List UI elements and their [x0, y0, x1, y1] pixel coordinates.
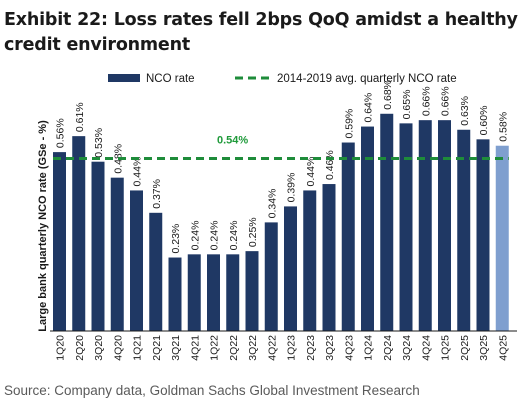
bar-2Q23 — [303, 190, 317, 331]
average-line-group: 0.54% — [53, 135, 509, 160]
data-label-1Q20: 0.56% — [55, 118, 67, 148]
bar-1Q20 — [53, 152, 66, 331]
data-label-1Q21: 0.44% — [132, 157, 144, 187]
x-tick-labels: 1Q20 2Q20 3Q20 4Q20 1Q21 2Q21 3Q21 4Q21 1Q22 2Q22… — [55, 335, 510, 361]
bar-3Q20 — [91, 161, 105, 331]
data-label-3Q20: 0.53% — [93, 128, 105, 158]
bars-group: 0.56%0.61%0.53%0.48%0.44%0.37%0.23%0.24%… — [53, 80, 509, 332]
x-tick-2Q25: 2Q25 — [459, 335, 471, 361]
x-tick-4Q21: 4Q21 — [189, 335, 201, 361]
data-label-3Q24: 0.65% — [401, 90, 413, 120]
bar-4Q25 — [495, 145, 509, 331]
data-label-2Q25: 0.63% — [459, 96, 471, 126]
data-label-2Q22: 0.24% — [228, 221, 240, 251]
bar-1Q22 — [207, 254, 220, 331]
data-label-2Q23: 0.44% — [305, 157, 317, 187]
data-label-4Q24: 0.66% — [420, 86, 432, 116]
x-tick-4Q23: 4Q23 — [343, 335, 355, 361]
x-tick-3Q24: 3Q24 — [401, 335, 413, 361]
data-label-1Q24: 0.64% — [363, 93, 375, 123]
data-label-1Q25: 0.66% — [440, 86, 452, 116]
x-tick-3Q20: 3Q20 — [93, 335, 105, 361]
data-label-1Q23: 0.39% — [286, 173, 298, 203]
x-tick-1Q23: 1Q23 — [286, 335, 298, 361]
bar-2Q21 — [149, 212, 163, 331]
bar-4Q24 — [418, 120, 432, 332]
x-tick-2Q24: 2Q24 — [382, 335, 394, 361]
x-tick-1Q25: 1Q25 — [440, 335, 452, 361]
data-label-4Q23: 0.59% — [343, 109, 355, 139]
x-tick-4Q20: 4Q20 — [112, 335, 124, 361]
source-note: Source: Company data, Goldman Sachs Glob… — [4, 383, 420, 398]
bar-3Q24 — [399, 123, 413, 331]
bar-3Q23 — [322, 184, 336, 331]
bar-3Q21 — [168, 257, 182, 331]
bar-4Q21 — [187, 254, 201, 331]
data-label-2Q20: 0.61% — [74, 102, 86, 132]
bar-1Q24 — [361, 126, 374, 331]
data-label-2Q24: 0.68% — [382, 80, 394, 110]
data-label-4Q25: 0.58% — [497, 112, 509, 142]
bar-2Q25 — [457, 129, 471, 331]
x-tick-1Q22: 1Q22 — [209, 335, 221, 361]
bar-4Q22 — [264, 222, 278, 331]
x-tick-3Q23: 3Q23 — [324, 335, 336, 361]
x-tick-1Q24: 1Q24 — [363, 335, 375, 361]
legend-label-nco-rate: NCO rate — [146, 73, 195, 85]
data-label-4Q21: 0.24% — [189, 221, 201, 251]
x-tick-4Q22: 4Q22 — [266, 335, 278, 361]
bar-1Q21 — [130, 190, 143, 331]
data-label-3Q23: 0.46% — [324, 150, 336, 180]
bar-4Q23 — [341, 142, 355, 331]
x-tick-2Q20: 2Q20 — [74, 335, 86, 361]
bar-2Q24 — [380, 113, 394, 332]
chart-title: Exhibit 22: Loss rates fell 2bps QoQ ami… — [4, 10, 518, 55]
x-tick-2Q21: 2Q21 — [151, 335, 163, 361]
data-label-4Q22: 0.34% — [266, 189, 278, 219]
x-tick-3Q22: 3Q22 — [247, 335, 259, 361]
x-tick-3Q25: 3Q25 — [478, 335, 490, 361]
x-tick-3Q21: 3Q21 — [170, 335, 182, 361]
legend: NCO rate 2014-2019 avg. quarterly NCO ra… — [108, 73, 457, 85]
data-label-2Q21: 0.37% — [151, 179, 163, 209]
bar-3Q25 — [476, 139, 490, 331]
x-tick-2Q23: 2Q23 — [305, 335, 317, 361]
nco-rate-bar-chart: NCO rate 2014-2019 avg. quarterly NCO ra… — [37, 73, 517, 361]
bar-3Q22 — [245, 251, 259, 331]
bar-1Q23 — [284, 206, 297, 331]
data-label-3Q21: 0.23% — [170, 224, 182, 254]
bar-4Q20 — [110, 177, 124, 331]
legend-swatch-nco-rate — [108, 74, 140, 82]
data-label-1Q22: 0.24% — [209, 221, 221, 251]
data-label-3Q25: 0.60% — [478, 106, 490, 136]
y-axis-label: Large bank quarterly NCO rate (GSe - %) — [37, 120, 49, 332]
x-tick-1Q20: 1Q20 — [55, 335, 67, 361]
bar-2Q20 — [72, 136, 86, 331]
x-tick-1Q21: 1Q21 — [132, 335, 144, 361]
data-label-3Q22: 0.25% — [247, 217, 259, 247]
legend-label-avg-line: 2014-2019 avg. quarterly NCO rate — [277, 73, 457, 85]
bar-1Q25 — [438, 120, 451, 332]
x-tick-4Q25: 4Q25 — [497, 335, 509, 361]
average-nco-label: 0.54% — [217, 135, 248, 147]
x-tick-4Q24: 4Q24 — [420, 335, 432, 361]
bar-2Q22 — [226, 254, 240, 331]
x-tick-2Q22: 2Q22 — [228, 335, 240, 361]
